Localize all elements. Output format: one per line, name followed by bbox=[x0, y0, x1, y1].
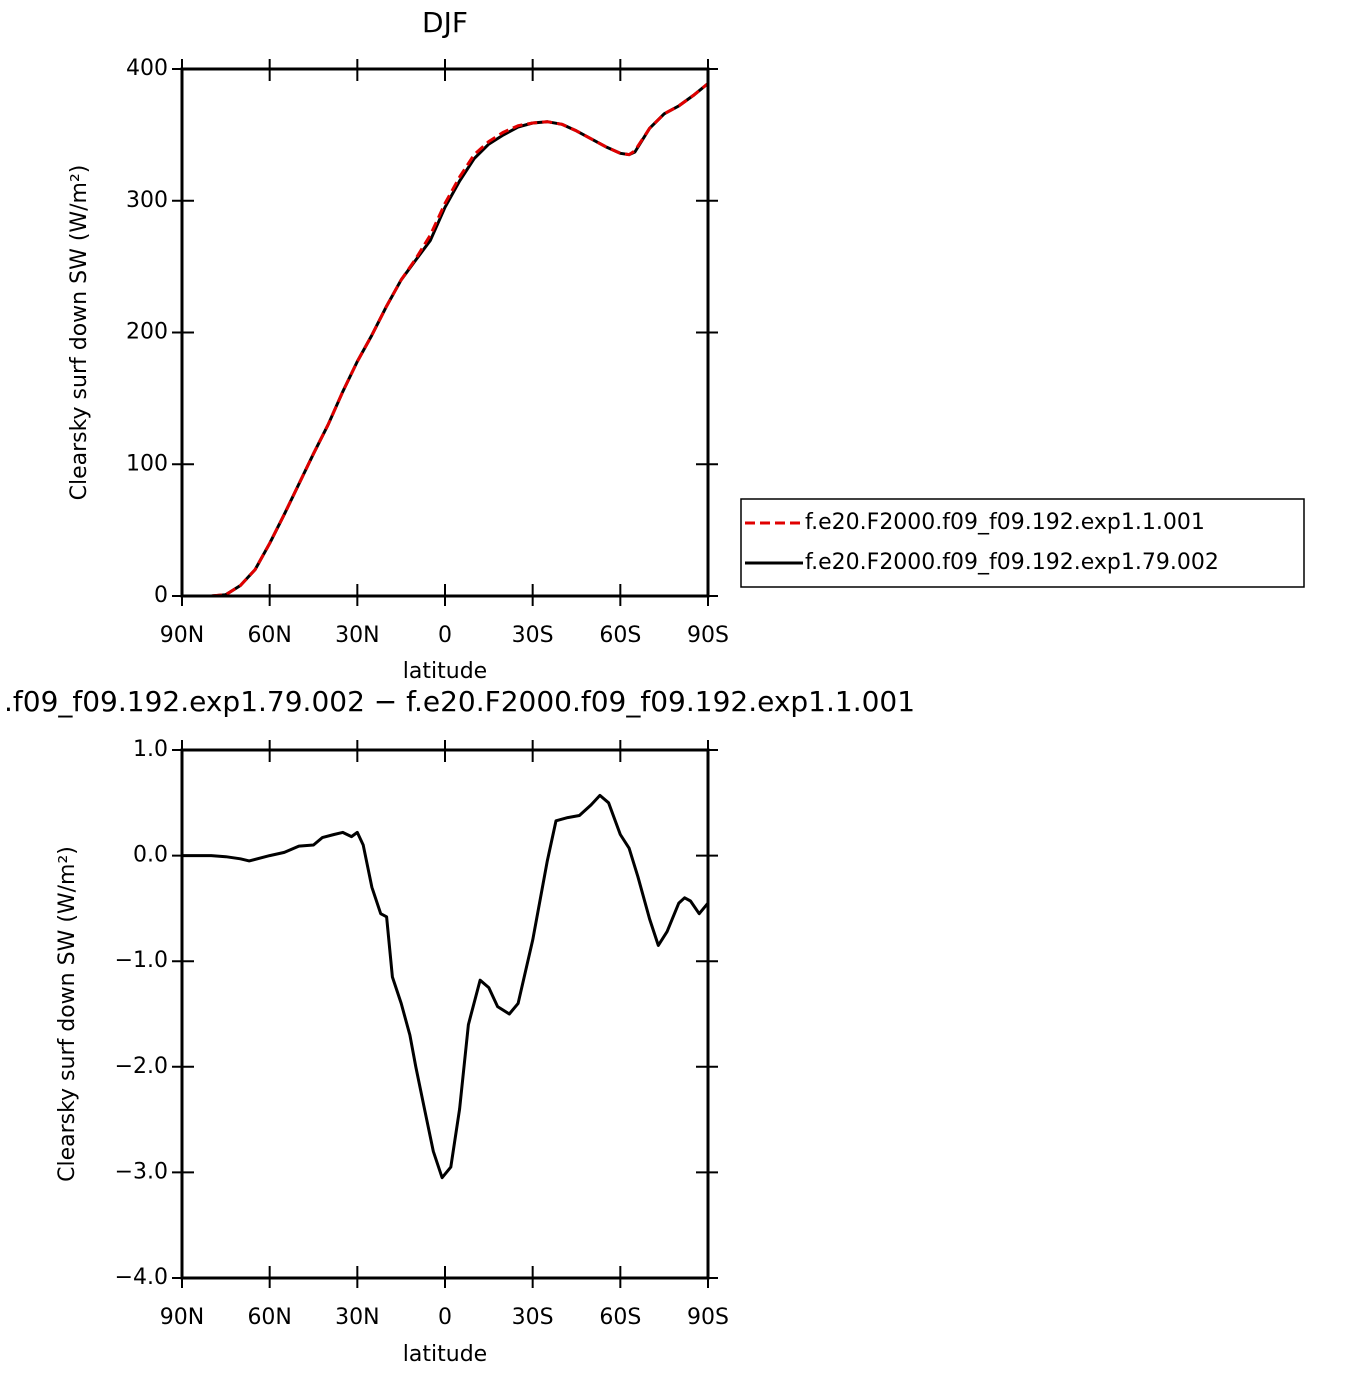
legend-box bbox=[740, 498, 1305, 588]
y-axis-label: Clearsky surf down SW (W/m²) bbox=[55, 846, 80, 1182]
data-line bbox=[182, 793, 710, 1180]
data-line bbox=[182, 82, 709, 598]
x-tick-label: 30S bbox=[512, 623, 554, 648]
x-axis-label: latitude bbox=[403, 1342, 487, 1367]
x-tick-label: 60S bbox=[599, 623, 641, 648]
y-tick-label: −4.0 bbox=[115, 1265, 168, 1290]
y-tick-label: −3.0 bbox=[115, 1159, 168, 1184]
data-line bbox=[182, 82, 709, 598]
y-tick-label: 300 bbox=[126, 188, 168, 213]
chart-title: .f09_f09.192.exp1.79.002 − f.e20.F2000.f… bbox=[4, 685, 915, 718]
y-tick-label: −1.0 bbox=[115, 948, 168, 973]
y-tick-label: −2.0 bbox=[115, 1054, 168, 1079]
legend-label: f.e20.F2000.f09_f09.192.exp1.79.002 bbox=[805, 550, 1219, 575]
plot-frame bbox=[180, 67, 710, 598]
plot-frame bbox=[180, 748, 710, 1280]
y-tick-label: 400 bbox=[126, 56, 168, 81]
x-tick-label: 30N bbox=[335, 623, 379, 648]
x-tick-label: 60N bbox=[247, 1305, 291, 1330]
x-tick-label: 90S bbox=[687, 623, 729, 648]
x-tick-label: 90N bbox=[160, 1305, 204, 1330]
x-tick-label: 60S bbox=[599, 1305, 641, 1330]
legend-label: f.e20.F2000.f09_f09.192.exp1.1.001 bbox=[805, 510, 1205, 535]
y-tick-label: 200 bbox=[126, 320, 168, 345]
x-tick-label: 90N bbox=[160, 623, 204, 648]
y-axis-label: Clearsky surf down SW (W/m²) bbox=[67, 165, 92, 501]
x-tick-label: 60N bbox=[247, 623, 291, 648]
y-tick-label: 0 bbox=[154, 583, 168, 608]
y-tick-label: 100 bbox=[126, 451, 168, 476]
y-tick-label: 1.0 bbox=[133, 737, 168, 762]
chart-title: DJF bbox=[422, 6, 468, 39]
x-tick-label: 0 bbox=[438, 1305, 452, 1330]
x-axis-label: latitude bbox=[403, 659, 487, 684]
y-tick-label: 0.0 bbox=[133, 843, 168, 868]
x-tick-label: 0 bbox=[438, 623, 452, 648]
x-tick-label: 30N bbox=[335, 1305, 379, 1330]
x-tick-label: 30S bbox=[512, 1305, 554, 1330]
x-tick-label: 90S bbox=[687, 1305, 729, 1330]
